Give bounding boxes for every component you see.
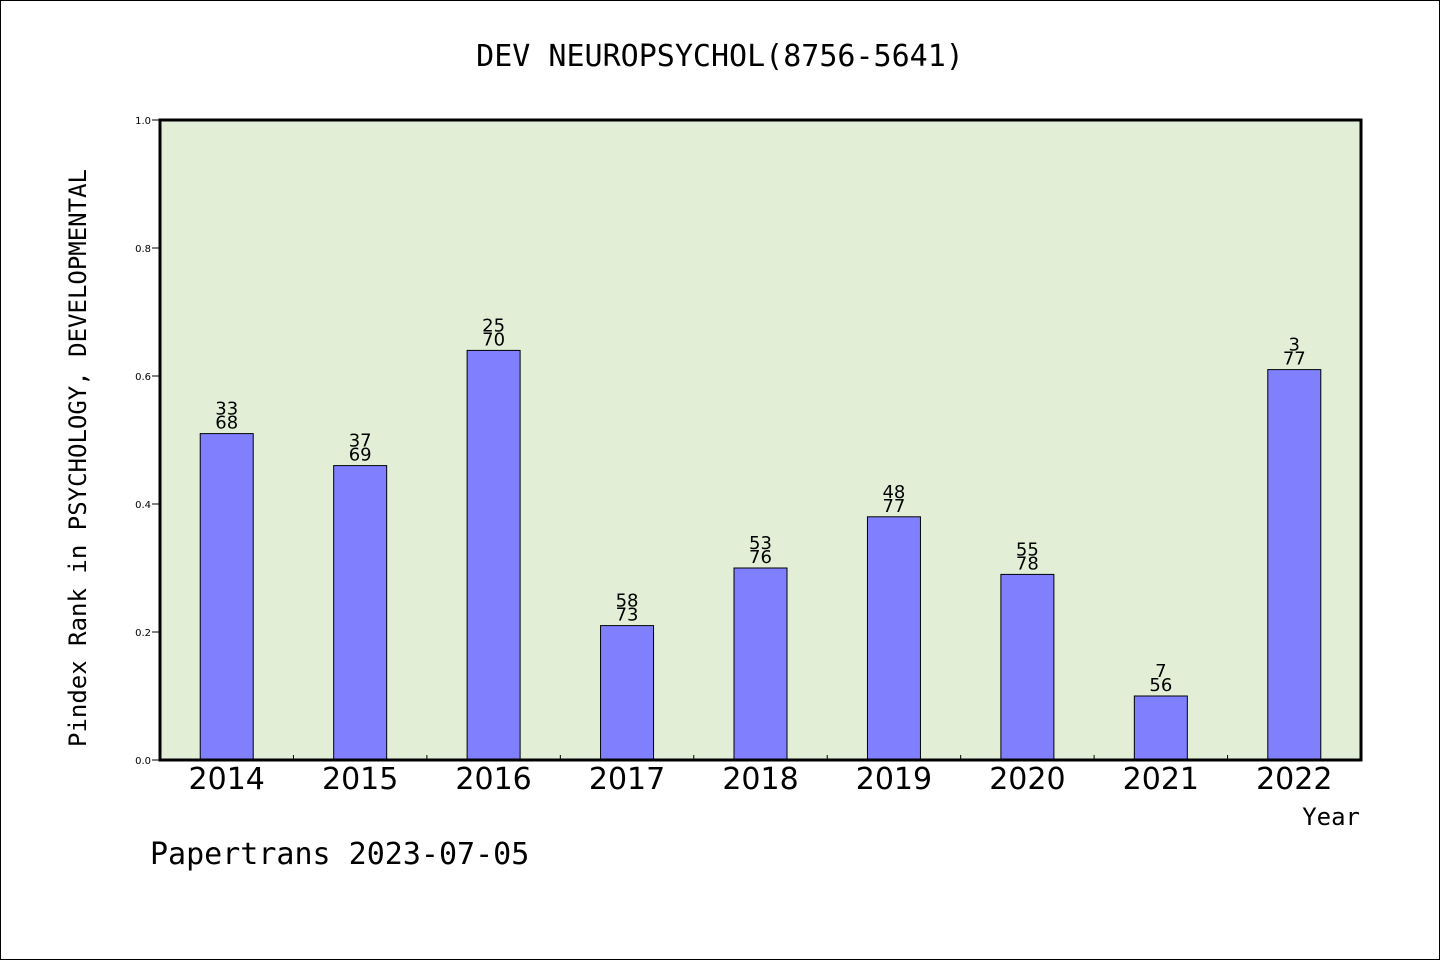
bar-2016 bbox=[466, 349, 521, 761]
x-tick-label-2020: 2020 bbox=[989, 762, 1065, 797]
y-tick-label-0.2: 0.2 bbox=[135, 628, 151, 639]
bar-2015 bbox=[333, 465, 388, 761]
y-tick-label-0.6: 0.6 bbox=[135, 372, 151, 383]
bar-2020 bbox=[1000, 573, 1055, 761]
rank-label-2015: 37 bbox=[349, 431, 372, 452]
total-label-2021: 56 bbox=[1149, 675, 1172, 696]
plot-border bbox=[158, 118, 1363, 762]
y-tick-label-1.0: 1.0 bbox=[135, 116, 151, 127]
rank-label-2021: 7 bbox=[1155, 661, 1166, 682]
x-tick-label-2022: 2022 bbox=[1256, 762, 1332, 797]
x-tick-label-2016: 2016 bbox=[455, 762, 531, 797]
rank-label-2017: 58 bbox=[616, 591, 639, 612]
total-label-2022: 77 bbox=[1283, 349, 1306, 370]
bar-2019 bbox=[866, 516, 921, 761]
x-tick-label-2018: 2018 bbox=[722, 762, 798, 797]
x-axis: 2014 2015 2016 2017 2018 2019 2020 2021 2022 bbox=[189, 755, 1332, 797]
bars-group bbox=[199, 349, 1322, 761]
y-tick-label-0.4: 0.4 bbox=[135, 500, 151, 511]
total-label-2020: 78 bbox=[1016, 553, 1039, 574]
x-tick-label-2017: 2017 bbox=[589, 762, 665, 797]
rank-label-2014: 33 bbox=[215, 399, 238, 420]
footer-text: Papertrans 2023-07-05 bbox=[150, 837, 529, 872]
y-axis-label: Pindex Rank in PSYCHOLOGY, DEVELOPMENTAL bbox=[64, 169, 92, 747]
total-label-2016: 70 bbox=[482, 329, 505, 350]
total-label-2015: 69 bbox=[349, 445, 372, 466]
total-label-2017: 73 bbox=[616, 605, 639, 626]
bar-2018 bbox=[733, 567, 788, 761]
total-label-2019: 77 bbox=[882, 496, 905, 517]
chart-title: DEV NEUROPSYCHOL(8756-5641) bbox=[476, 39, 964, 74]
x-tick-label-2021: 2021 bbox=[1123, 762, 1199, 797]
rank-label-2019: 48 bbox=[882, 482, 905, 503]
bar-2022 bbox=[1267, 369, 1322, 761]
total-label-2014: 68 bbox=[215, 413, 238, 434]
y-axis: 0.0 0.2 0.4 0.6 0.8 1.0 bbox=[135, 116, 160, 767]
x-axis-label: Year bbox=[1302, 803, 1360, 831]
rank-label-2018: 53 bbox=[749, 533, 772, 554]
y-tick-label-0.0: 0.0 bbox=[135, 756, 151, 767]
bar-2021 bbox=[1133, 695, 1188, 761]
x-tick-label-2019: 2019 bbox=[856, 762, 932, 797]
rank-label-2020: 55 bbox=[1016, 539, 1039, 560]
x-tick-label-2014: 2014 bbox=[189, 762, 265, 797]
bar-2017 bbox=[600, 625, 655, 761]
bar-2014 bbox=[199, 433, 254, 761]
y-tick-label-0.8: 0.8 bbox=[135, 244, 151, 255]
total-label-2018: 76 bbox=[749, 547, 772, 568]
rank-label-2016: 25 bbox=[482, 315, 505, 336]
rank-label-2022: 3 bbox=[1289, 335, 1300, 356]
x-tick-label-2015: 2015 bbox=[322, 762, 398, 797]
